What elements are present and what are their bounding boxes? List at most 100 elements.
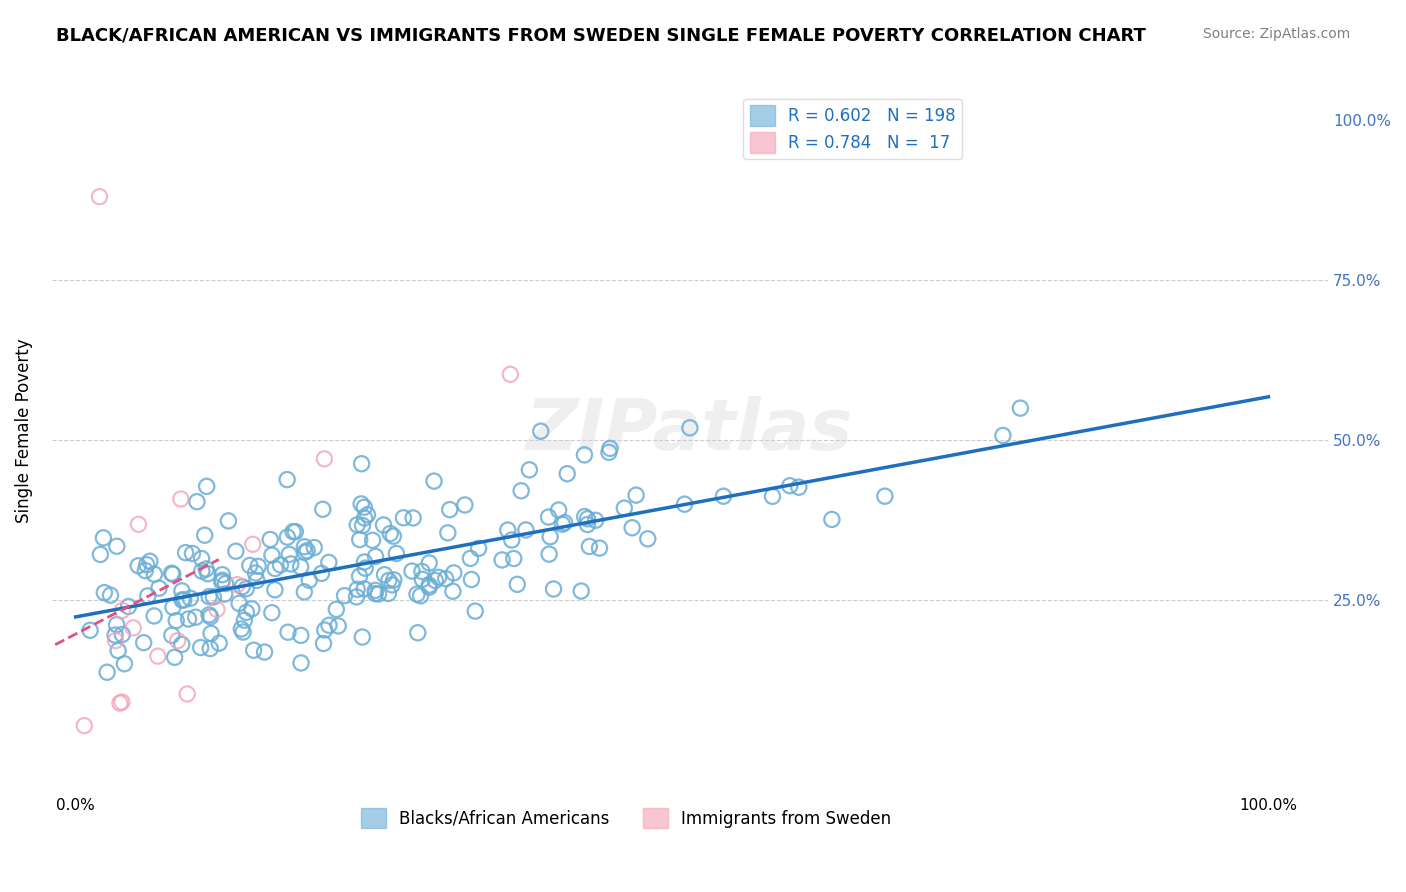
Point	[211, 574, 233, 588]
Point	[170, 637, 193, 651]
Point	[423, 474, 446, 488]
Point	[510, 483, 533, 498]
Point	[367, 587, 389, 601]
Point	[146, 649, 169, 664]
Point	[281, 524, 304, 539]
Point	[333, 589, 356, 603]
Point	[349, 569, 371, 583]
Point	[352, 518, 374, 533]
Point	[134, 564, 156, 578]
Point	[543, 582, 565, 596]
Point	[135, 558, 157, 572]
Point	[264, 561, 287, 575]
Point	[247, 559, 270, 574]
Point	[382, 573, 405, 587]
Point	[519, 463, 541, 477]
Point	[281, 524, 304, 539]
Point	[576, 512, 599, 526]
Point	[352, 630, 374, 644]
Point	[107, 643, 129, 657]
Point	[165, 614, 187, 628]
Point	[139, 554, 162, 568]
Point	[349, 533, 371, 547]
Point	[991, 428, 1014, 442]
Point	[107, 643, 129, 657]
Point	[364, 586, 387, 600]
Point	[547, 503, 569, 517]
Point	[1010, 401, 1032, 416]
Point	[89, 548, 111, 562]
Point	[574, 509, 596, 524]
Point	[502, 551, 524, 566]
Point	[427, 570, 450, 584]
Point	[143, 609, 166, 624]
Point	[381, 578, 404, 592]
Point	[411, 565, 433, 579]
Point	[127, 558, 149, 573]
Point	[132, 635, 155, 649]
Point	[392, 510, 415, 524]
Point	[598, 445, 620, 459]
Point	[297, 543, 319, 558]
Point	[198, 607, 221, 622]
Point	[93, 531, 115, 545]
Point	[356, 508, 378, 522]
Point	[211, 574, 233, 589]
Point	[104, 628, 127, 642]
Point	[170, 592, 193, 607]
Point	[382, 573, 405, 587]
Point	[569, 584, 592, 599]
Point	[312, 636, 335, 650]
Point	[231, 580, 253, 594]
Point	[304, 541, 326, 555]
Point	[195, 562, 218, 576]
Point	[284, 524, 307, 539]
Point	[443, 566, 465, 580]
Point	[328, 619, 350, 633]
Point	[576, 517, 599, 532]
Point	[538, 530, 561, 544]
Point	[242, 643, 264, 657]
Point	[186, 494, 208, 508]
Point	[353, 511, 375, 525]
Point	[294, 545, 316, 559]
Point	[349, 533, 371, 547]
Point	[246, 574, 269, 588]
Point	[292, 584, 315, 599]
Point	[225, 544, 247, 558]
Point	[160, 628, 183, 642]
Point	[460, 551, 482, 566]
Point	[364, 549, 387, 564]
Point	[325, 602, 347, 616]
Point	[228, 596, 250, 610]
Point	[292, 584, 315, 599]
Point	[381, 578, 404, 592]
Point	[821, 512, 844, 526]
Point	[411, 565, 433, 579]
Point	[197, 566, 219, 581]
Point	[235, 582, 257, 596]
Point	[179, 591, 201, 606]
Point	[163, 650, 186, 665]
Point	[174, 546, 197, 560]
Point	[454, 498, 477, 512]
Point	[162, 567, 184, 582]
Point	[311, 566, 333, 581]
Point	[235, 605, 257, 619]
Point	[439, 502, 461, 516]
Point	[787, 480, 810, 494]
Point	[284, 524, 307, 539]
Point	[346, 517, 368, 532]
Point	[264, 561, 287, 575]
Point	[260, 548, 283, 562]
Point	[530, 424, 553, 438]
Point	[401, 564, 423, 578]
Point	[143, 567, 166, 582]
Point	[312, 502, 335, 516]
Point	[441, 584, 464, 599]
Point	[93, 585, 115, 599]
Point	[269, 558, 291, 572]
Y-axis label: Single Female Poverty: Single Female Poverty	[15, 338, 32, 523]
Point	[418, 578, 440, 592]
Point	[576, 517, 599, 532]
